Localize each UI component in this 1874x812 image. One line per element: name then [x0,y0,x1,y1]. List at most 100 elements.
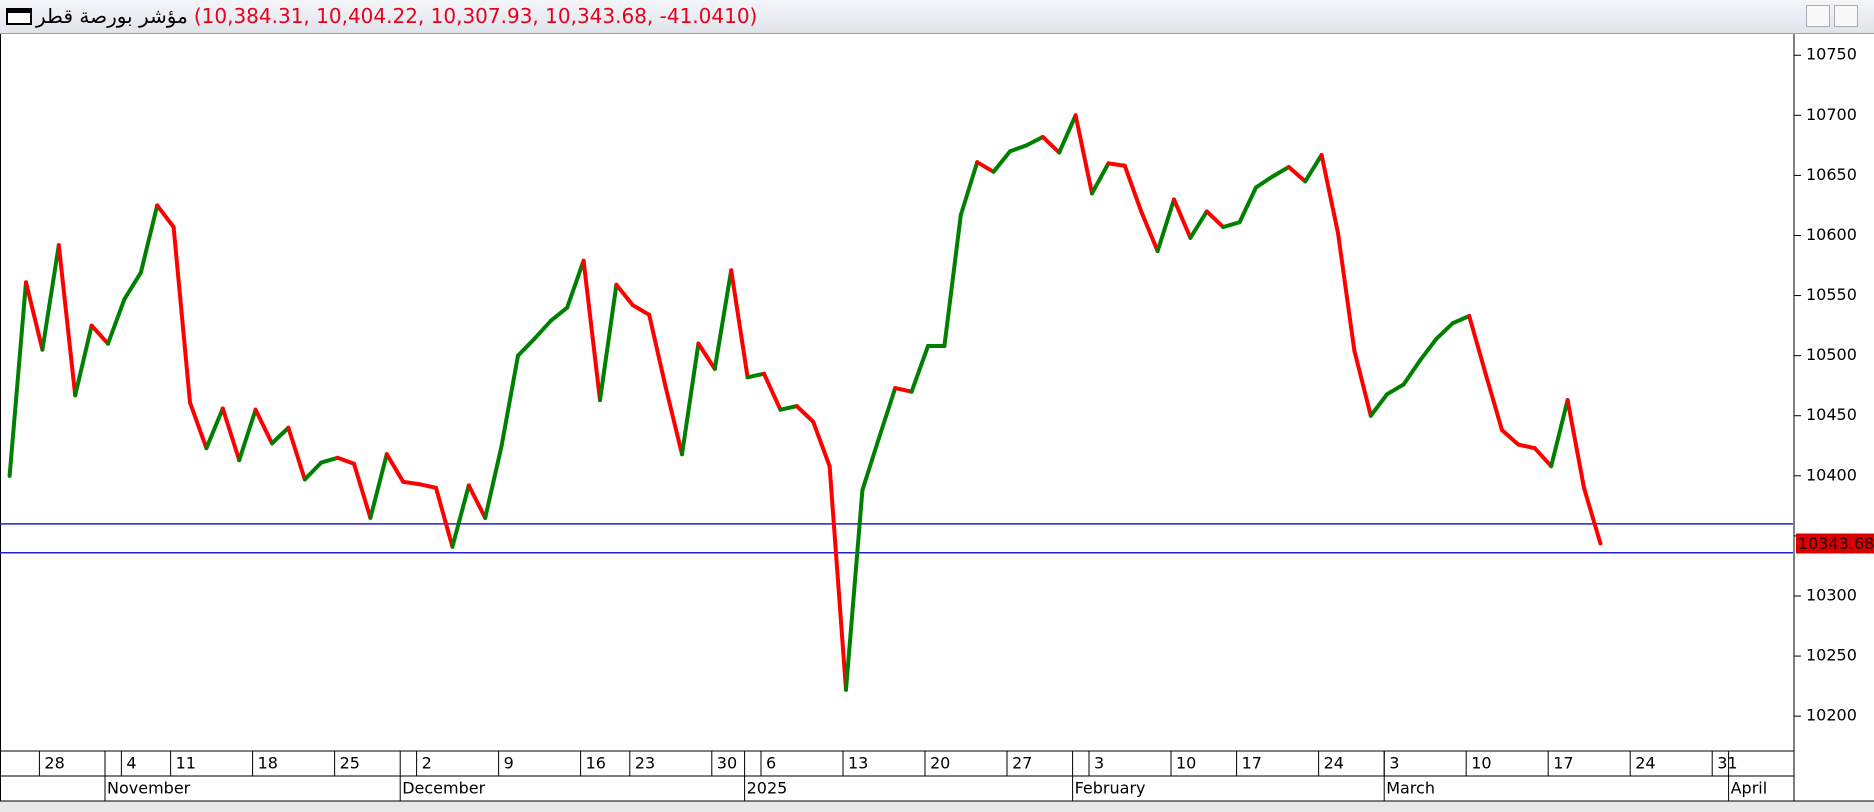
price-segment [1204,209,1226,230]
price-segment [762,371,783,412]
x-tick-label: 13 [848,754,868,773]
x-tick-label: 23 [635,754,655,773]
price-segment [1073,113,1094,196]
price-segment [434,485,455,549]
price-segment [1385,382,1406,397]
x-tick-label: 2 [422,754,432,773]
price-segment [122,270,143,302]
price-segment [220,406,242,463]
price-segment [1221,220,1242,230]
price-segment [1352,348,1373,418]
price-segment [450,483,471,549]
y-tick-label: 10250 [1806,646,1857,665]
last-value-label: 10343.68 [1798,534,1874,553]
price-segment [368,452,389,520]
index-name: مؤشر بورصة قطر [36,4,188,28]
price-segment [1401,358,1422,387]
price-segment [24,280,45,352]
price-segment [1582,485,1603,546]
price-segment [1532,446,1554,469]
price-segment [138,203,160,275]
price-segment [466,483,488,520]
maximize-button[interactable] [1806,5,1830,27]
price-segment [942,213,963,349]
price-segment [991,149,1012,174]
price-segment [975,160,996,174]
price-segment [1090,161,1111,196]
price-segment [794,404,816,424]
ohlc-values: (10,384.31, 10,404.22, 10,307.93, 10,343… [193,4,758,28]
price-segment [1172,197,1193,240]
price-segment [302,460,324,482]
x-tick-label: 9 [504,754,514,773]
price-segment [680,341,701,457]
price-segment [1434,321,1455,341]
price-segment [1008,143,1029,154]
price-segment [1286,164,1308,184]
price-segment [1254,174,1275,190]
price-segment [745,371,766,380]
price-segment [1418,336,1439,363]
y-tick-label: 10700 [1806,105,1857,124]
price-segment [270,425,291,446]
price-segment [1319,152,1340,236]
price-segment [352,461,373,520]
price-segment [253,407,274,446]
price-segment [1155,197,1176,254]
price-segment [286,425,307,482]
price-segment [893,386,914,394]
x-tick-label: 11 [176,754,196,773]
x-tick-label: 25 [340,754,360,773]
price-segment [155,203,176,230]
x-tick-label: 28 [44,754,64,773]
price-segment [1057,113,1078,155]
price-segment [909,344,930,394]
price-segment [630,303,652,317]
price-segment [335,455,356,466]
price-segment [1106,161,1127,168]
x-tick-label: 20 [930,754,950,773]
price-segment [188,400,209,451]
price-segment [401,479,422,487]
price-segment [1303,152,1324,184]
price-segment [548,305,570,323]
price-segment [696,341,717,371]
x-tick-label: 16 [586,754,606,773]
price-segment [106,297,127,346]
price-segment [40,243,61,352]
price-segment [384,452,406,484]
x-tick-label: 10 [1471,754,1491,773]
price-segment [614,282,635,308]
window-icon [6,8,32,25]
month-label: April [1731,779,1768,798]
price-segment [876,386,898,441]
month-label: December [402,779,485,798]
price-segment [1450,313,1472,326]
price-segment [778,404,799,412]
title-bar: مؤشر بورصة قطر (10,384.31, 10,404.22, 10,… [0,0,1874,34]
price-segment [516,336,537,358]
price-segment [1122,163,1144,214]
y-tick-label: 10600 [1806,225,1857,244]
y-tick-label: 10450 [1806,405,1857,424]
y-tick-label: 10650 [1806,165,1857,184]
price-segment [663,384,684,457]
x-tick-label: 30 [717,754,737,773]
month-label: February [1075,779,1146,798]
x-tick-label: 24 [1324,754,1344,773]
y-tick-label: 10500 [1806,345,1857,364]
price-segment [565,258,586,310]
month-label: March [1386,779,1435,798]
price-segment [1516,442,1537,451]
price-segment [56,243,78,398]
x-tick-label: 3 [1389,754,1399,773]
price-segment [1483,371,1504,433]
price-segment [73,323,94,398]
x-tick-label: 24 [1635,754,1655,773]
price-segment [237,407,258,463]
price-segment [729,268,750,380]
title: مؤشر بورصة قطر (10,384.31, 10,404.22, 10,… [36,4,757,28]
close-button[interactable] [1834,5,1858,27]
price-segment [1549,398,1570,469]
